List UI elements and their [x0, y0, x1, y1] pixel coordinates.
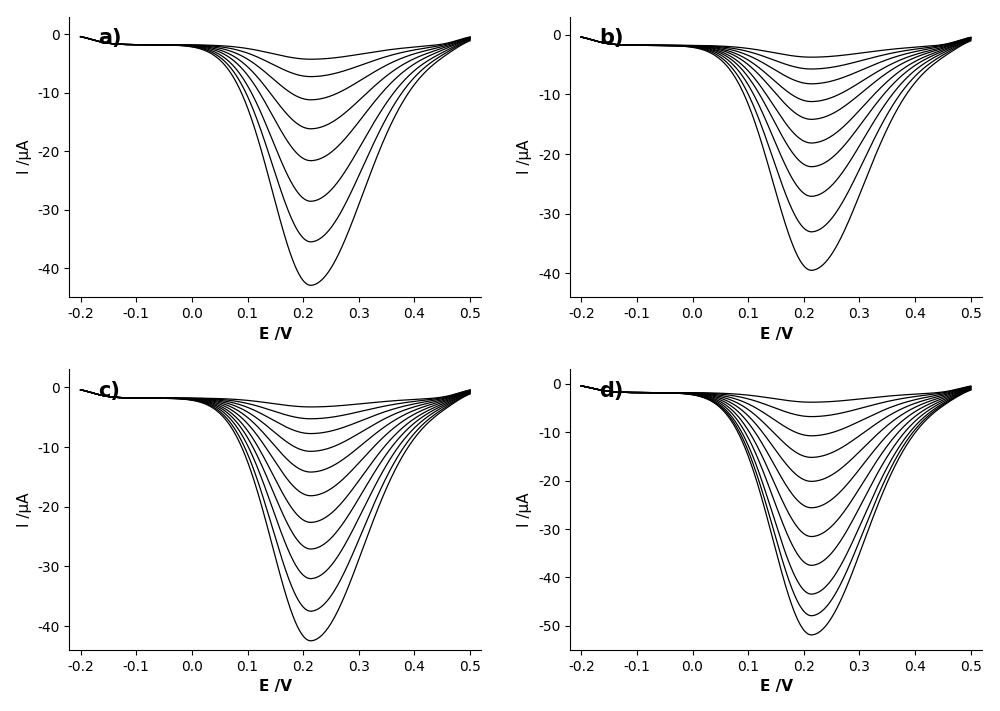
Y-axis label: I /μA: I /μA: [517, 493, 532, 527]
Y-axis label: I /μA: I /μA: [517, 140, 532, 174]
Y-axis label: I /μA: I /μA: [17, 140, 32, 174]
X-axis label: E /V: E /V: [259, 679, 292, 695]
Text: c): c): [98, 380, 120, 400]
Y-axis label: I /μA: I /μA: [17, 493, 32, 527]
X-axis label: E /V: E /V: [259, 326, 292, 341]
X-axis label: E /V: E /V: [760, 326, 793, 341]
Text: a): a): [98, 28, 122, 48]
Text: d): d): [599, 380, 623, 400]
Text: b): b): [599, 28, 623, 48]
X-axis label: E /V: E /V: [760, 679, 793, 695]
